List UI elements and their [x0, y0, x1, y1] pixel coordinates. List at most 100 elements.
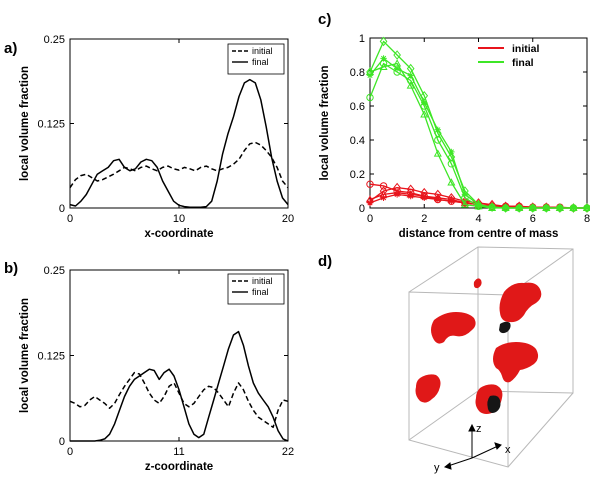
x-axis-label: x [505, 444, 511, 456]
box-edge [507, 392, 574, 468]
marker-circle [366, 180, 374, 188]
marker-triangle [447, 178, 456, 186]
panel-label-d: d) [318, 253, 332, 270]
marker-star [461, 199, 469, 207]
marker-star [556, 204, 564, 212]
legend-entry: initial [232, 276, 273, 286]
x-arrow-head [494, 442, 502, 450]
marker-star [502, 204, 509, 212]
bounding-box [408, 246, 574, 468]
marker-star [529, 204, 536, 212]
marker-star [570, 204, 577, 212]
marker-star [583, 204, 590, 212]
marker-circle [434, 136, 442, 144]
marker-diamond [393, 50, 401, 60]
y-axis-label: local volume fraction [19, 66, 31, 181]
marker-star [407, 72, 414, 79]
marker-star [515, 204, 523, 212]
x-tick-label: 2 [421, 213, 427, 225]
marker-star [393, 191, 401, 198]
marker-star [421, 194, 428, 201]
y-tick-label: 0.25 [44, 34, 65, 46]
chart-b: 0 11 22 0 0.125 0.25 z-coordinate local volume … [19, 265, 294, 473]
marker-star [434, 196, 442, 203]
x-tick-label: 0 [67, 446, 73, 458]
x-tick-label: 20 [282, 213, 294, 225]
marker-diamond [542, 203, 551, 213]
marker-diamond [583, 203, 590, 213]
marker-star [475, 201, 482, 208]
marker-diamond [569, 203, 578, 213]
cluster-blob-dark [499, 321, 511, 334]
marker-star [461, 191, 469, 198]
chart-c: 0 2 4 6 8 0 0.2 0.4 0.6 0.8 1 distance from centre … [319, 33, 590, 240]
x-tick-label: 10 [173, 213, 185, 225]
y-tick-label: 0.2 [350, 169, 365, 181]
cluster-blob [415, 374, 441, 403]
marker-star [366, 72, 374, 79]
series-7 [366, 55, 590, 212]
cluster-blob [431, 312, 476, 344]
legend-label: initial [252, 46, 273, 56]
marker-diamond [488, 202, 496, 212]
marker-star [488, 203, 496, 211]
y-tick-label: 0.6 [350, 101, 365, 113]
panel-label-b: b) [4, 260, 18, 277]
legend-entry: initial [232, 46, 273, 56]
x-tick-label: 4 [475, 213, 481, 225]
panel-d-volume-render: z x y [408, 246, 574, 474]
y-tick-label: 1 [359, 33, 365, 45]
x-axis-label: z-coordinate [145, 461, 213, 473]
marker-star [380, 55, 387, 62]
series-line [369, 62, 587, 209]
legend-label: final [252, 287, 269, 297]
series-line [369, 57, 587, 209]
clusters [415, 278, 542, 414]
marker-diamond [515, 203, 524, 213]
series-line [70, 330, 289, 442]
marker-circle [366, 93, 374, 102]
series-4 [366, 36, 590, 213]
x-axis-label: x-coordinate [144, 228, 213, 240]
marker-star [407, 192, 414, 200]
x-tick-label: 22 [282, 446, 294, 458]
marker-triangle [379, 62, 388, 70]
series-line [69, 78, 289, 209]
plot-frame [369, 37, 588, 209]
series-1 [69, 78, 289, 209]
marker-triangle [420, 110, 429, 118]
x-tick-label: 11 [173, 446, 184, 458]
y-axis-label: y [434, 462, 440, 474]
marker-star [421, 99, 428, 106]
marker-diamond [528, 203, 537, 213]
x-axis-label: distance from centre of mass [399, 228, 559, 240]
y-tick-label: 0 [59, 203, 65, 215]
y-arrow-head [443, 462, 452, 470]
y-tick-label: 0.125 [37, 119, 65, 131]
marker-triangle [406, 81, 415, 89]
x-tick-label: 0 [367, 213, 373, 225]
y-tick-label: 0.125 [37, 351, 65, 363]
z-arrow-head [468, 423, 476, 432]
marker-triangle [433, 149, 442, 157]
legend-box [227, 273, 285, 305]
marker-star [380, 194, 387, 201]
y-tick-label: 0 [359, 203, 365, 215]
box-back-face [477, 246, 574, 394]
y-axis-label: local volume fraction [319, 65, 331, 180]
x-tick-label: 6 [530, 213, 536, 225]
legend-box [227, 43, 285, 75]
series-1 [70, 330, 289, 442]
legend-label: final [512, 57, 534, 69]
panel-label-a: a) [4, 40, 17, 57]
marker-star [543, 204, 550, 212]
series-line [369, 40, 587, 209]
legend-entry: final [478, 57, 534, 69]
cluster-blob-dark [487, 395, 501, 413]
x-tick-label: 0 [67, 213, 73, 225]
legend-entry: final [232, 57, 269, 67]
